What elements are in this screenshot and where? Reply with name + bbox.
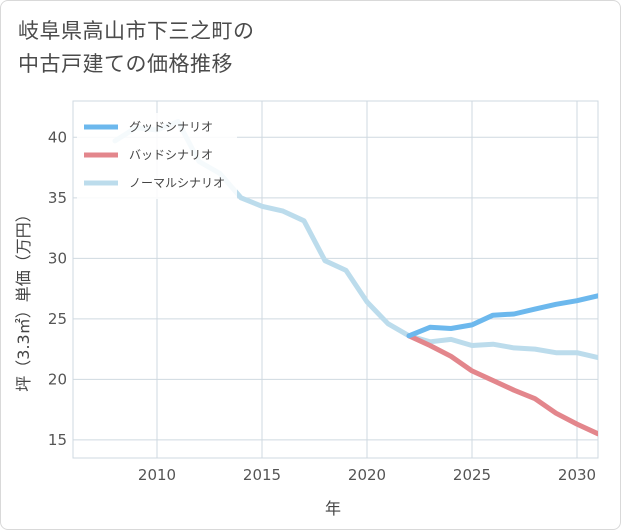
legend-label: バッドシナリオ xyxy=(129,148,213,162)
y-tick-label: 25 xyxy=(48,310,67,328)
chart-title-line-1: 岐阜県高山市下三之町の xyxy=(18,19,255,43)
series-line-0 xyxy=(406,293,598,339)
x-tick-label: 2030 xyxy=(558,466,596,484)
x-tick-label: 2015 xyxy=(243,466,281,484)
chart-title: 岐阜県高山市下三之町の 中古戸建ての価格推移 xyxy=(18,15,255,81)
y-tick-label: 35 xyxy=(48,189,67,207)
y-tick-label: 40 xyxy=(48,128,67,146)
axes: 年 坪（3.3㎡）単価（万円） 2010 2015 2020 2025 20301520… xyxy=(14,128,596,518)
chart-title-line-2: 中古戸建ての価格推移 xyxy=(18,52,233,76)
x-tick-label: 2025 xyxy=(453,466,491,484)
y-axis-title: 坪（3.3㎡）単価（万円） xyxy=(14,206,33,391)
legend-label: ノーマルシナリオ xyxy=(129,176,225,190)
y-tick-label: 15 xyxy=(48,431,67,449)
plot-frame xyxy=(72,100,599,459)
legend-label: グッドシナリオ xyxy=(129,120,213,134)
x-tick-label: 2020 xyxy=(348,466,386,484)
x-tick-label: 2010 xyxy=(138,466,176,484)
series-line-1 xyxy=(406,333,598,437)
y-tick-label: 20 xyxy=(48,370,67,388)
y-tick-label: 30 xyxy=(48,249,67,267)
x-axis-title: 年 xyxy=(325,499,341,518)
